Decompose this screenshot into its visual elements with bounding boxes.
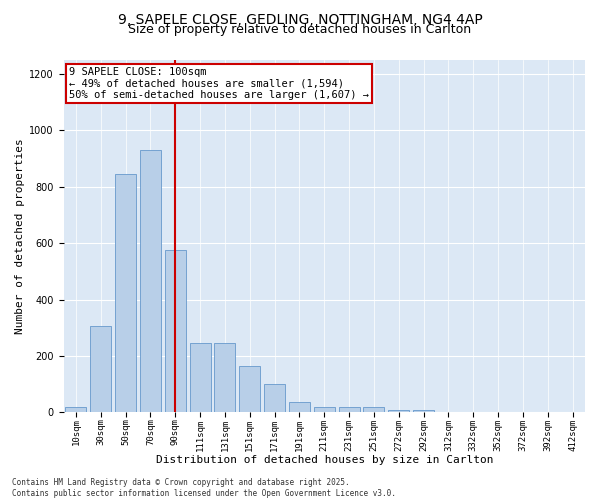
Bar (264, 384, 285, 412)
Bar (388, 410, 409, 412)
Bar (190, 344, 211, 412)
Bar (165, 250, 186, 412)
Bar (314, 408, 335, 412)
Y-axis label: Number of detached properties: Number of detached properties (15, 138, 25, 334)
Text: 9 SAPELE CLOSE: 100sqm
← 49% of detached houses are smaller (1,594)
50% of semi-: 9 SAPELE CLOSE: 100sqm ← 49% of detached… (69, 67, 369, 100)
Text: Contains HM Land Registry data © Crown copyright and database right 2025.
Contai: Contains HM Land Registry data © Crown c… (12, 478, 396, 498)
Bar (338, 408, 359, 412)
Text: 9, SAPELE CLOSE, GEDLING, NOTTINGHAM, NG4 4AP: 9, SAPELE CLOSE, GEDLING, NOTTINGHAM, NG… (118, 12, 482, 26)
Bar (239, 366, 260, 412)
Bar (140, 150, 161, 412)
Text: Size of property relative to detached houses in Carlton: Size of property relative to detached ho… (128, 24, 472, 36)
Bar (65, 408, 86, 412)
Bar (214, 344, 235, 412)
X-axis label: Distribution of detached houses by size in Carlton: Distribution of detached houses by size … (155, 455, 493, 465)
Bar (90, 326, 112, 412)
Bar (115, 174, 136, 412)
Bar (289, 402, 310, 412)
Bar (364, 408, 385, 412)
Bar (413, 410, 434, 412)
